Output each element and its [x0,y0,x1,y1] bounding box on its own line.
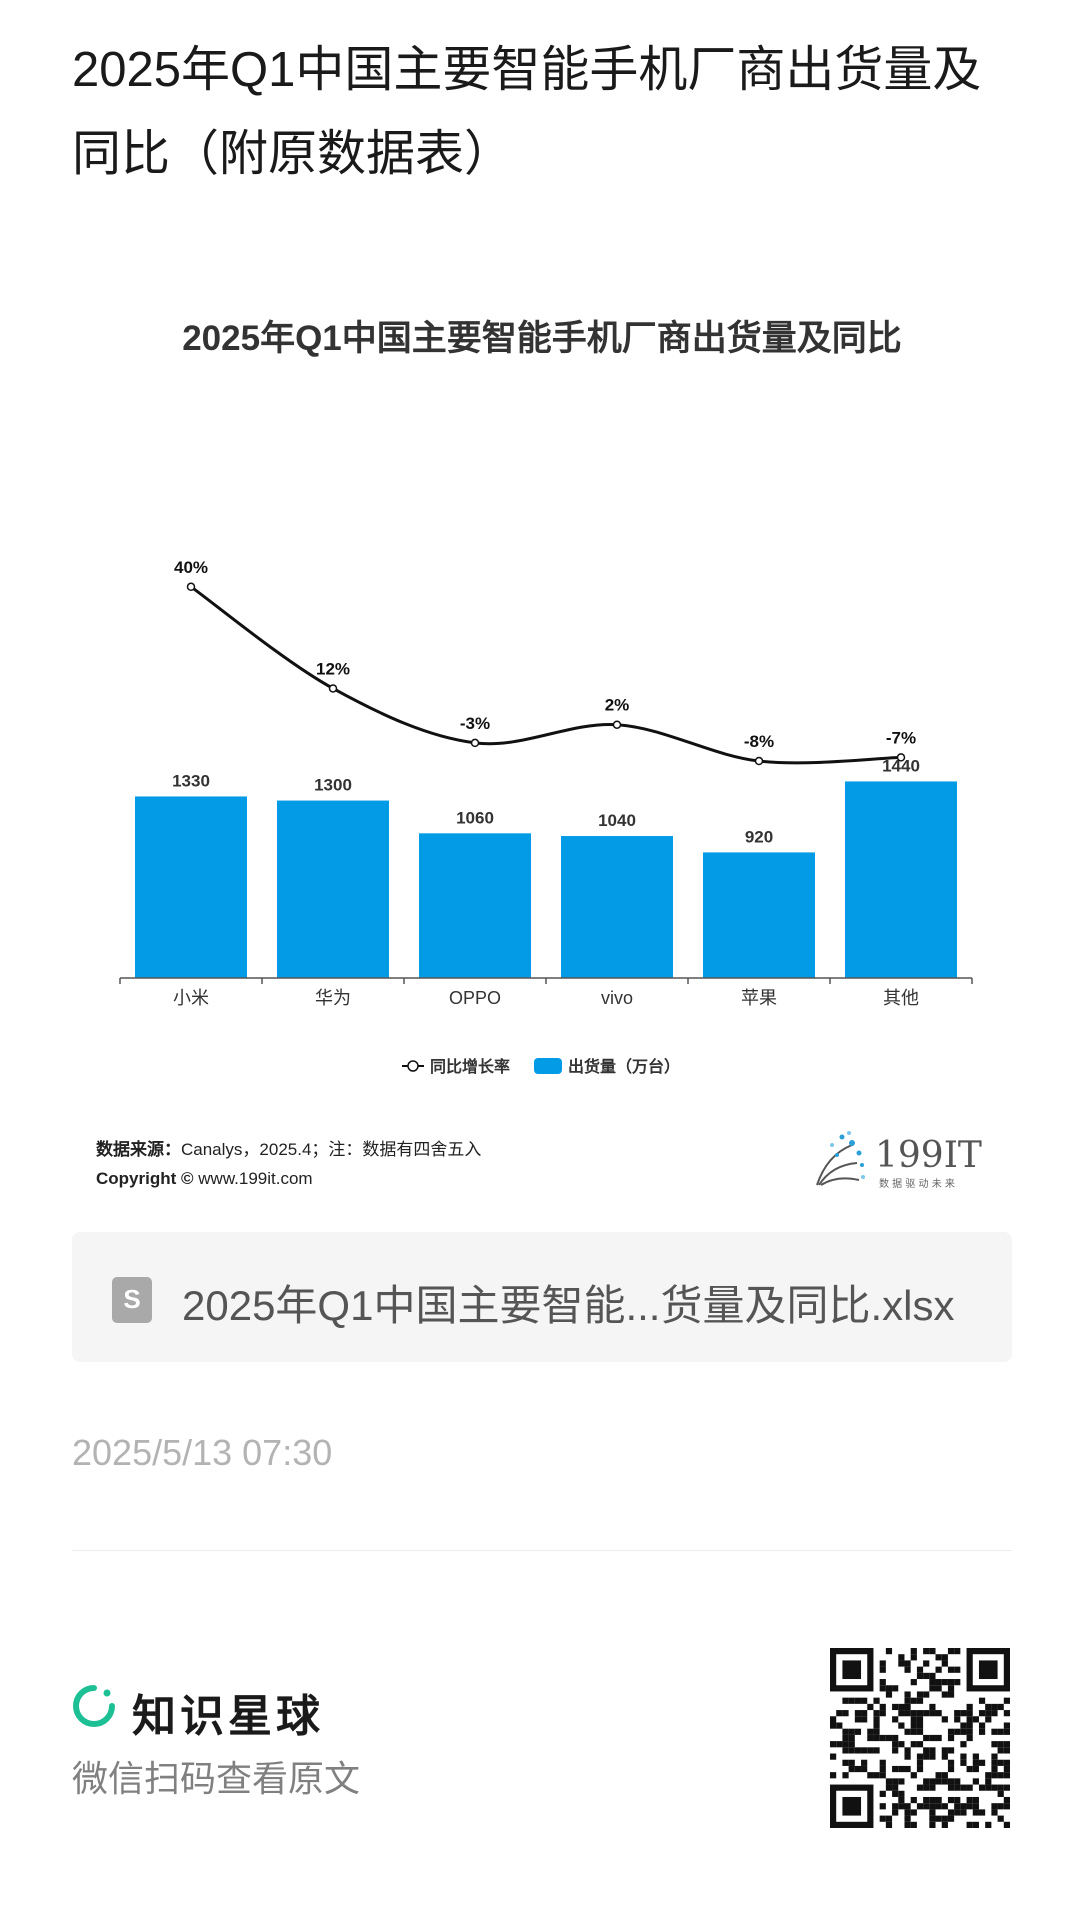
bar-4 [703,852,815,978]
dandelion-icon [816,1131,865,1186]
bar-0 [135,796,247,978]
x-tick-label-2: OPPO [449,988,501,1008]
legend-bar-swatch [534,1058,562,1074]
legend-line-marker [407,1060,419,1072]
qr-code[interactable] [830,1648,1010,1828]
legend-label-shipments: 出货量（万台） [568,1057,680,1076]
growth-label-0: 40% [174,558,208,577]
chart-card: 2025年Q1中国主要智能手机厂商出货量及同比 1330 1300 1060 1040… [72,290,1012,1220]
bar-label-1: 1300 [314,776,352,795]
bar-5 [845,781,957,978]
x-tick-label-4: 苹果 [741,988,777,1008]
growth-point-3 [612,720,622,729]
bar-2 [419,833,531,978]
growth-line [190,585,902,765]
attachment-file[interactable]: 2025年Q1中国主要智能...货量及同比.xlsx [72,1232,1012,1362]
page-title: 2025年Q1中国主要智能手机厂商出货量及同比（附原数据表） [72,43,982,181]
bar-label-0: 1330 [172,771,210,790]
growth-point-1 [328,684,338,693]
bar-3 [561,836,673,978]
file-name: 2025年Q1中国主要智能...货量及同比.xlsx [182,1282,955,1329]
source-label: 数据来源： [96,1140,181,1159]
combo-chart: 1330 1300 1060 1040 920 1440 小米 华为 OPPO vivo 苹果 其他 4… [119,558,973,1076]
chart-title: 2025年Q1中国主要智能手机厂商出货量及同比 [182,319,902,358]
growth-point-4 [754,756,764,766]
zsxq-ring-icon [73,1685,115,1727]
copyright-text: www.199it.com [198,1169,313,1188]
growth-label-1: 12% [316,659,350,678]
growth-label-2: -3% [460,714,490,733]
zsxq-brand-name: 知识星球 [132,1692,324,1741]
growth-point-2 [470,738,480,748]
growth-label-3: 2% [605,696,630,715]
source-note: 数据来源：Canalys，2025.4；注：数据有四舍五入 Copyright … [96,1135,481,1193]
x-tick-label-0: 小米 [173,988,209,1008]
x-tick-label-1: 华为 [315,988,351,1008]
bar-label-2: 1060 [456,808,494,827]
growth-label-4: -8% [744,732,774,751]
copyright-label: Copyright © [96,1169,194,1188]
growth-point-0 [186,582,196,592]
growth-label-5: -7% [886,728,916,747]
spreadsheet-file-icon [112,1277,152,1323]
brand-name: 199IT [875,1135,982,1176]
source-text: Canalys，2025.4；注：数据有四舍五入 [181,1140,482,1159]
bar-label-5: 1440 [882,756,920,775]
legend-label-growth: 同比增长率 [430,1057,510,1076]
bar-label-3: 1040 [598,811,636,830]
bar-1 [277,800,389,978]
divider [72,1550,1012,1551]
brand-logo: 199IT 数 据 驱 动 未 来 [816,1131,982,1190]
brand-slogan: 数 据 驱 动 未 来 [879,1177,955,1190]
growth-point-5 [896,753,906,762]
bar-label-4: 920 [745,827,773,846]
publish-time: 2025/5/13 07:30 [72,1432,333,1473]
x-tick-label-3: vivo [601,988,633,1008]
x-tick-label-5: 其他 [883,988,919,1008]
scan-hint: 微信扫码查看原文 [72,1758,361,1799]
